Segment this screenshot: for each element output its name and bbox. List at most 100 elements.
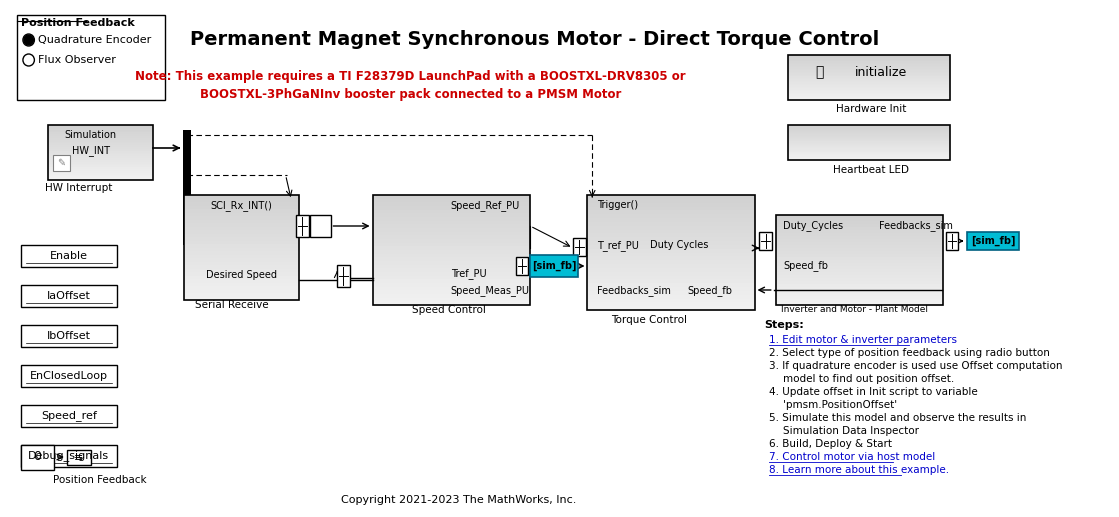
- Text: Duty Cycles: Duty Cycles: [649, 240, 708, 250]
- Bar: [185, 202, 299, 206]
- Text: Permanent Magnet Synchronous Motor - Direct Torque Control: Permanent Magnet Synchronous Motor - Dir…: [190, 30, 880, 49]
- Bar: [185, 240, 299, 245]
- Bar: [185, 262, 299, 266]
- Bar: [587, 276, 754, 280]
- Text: Torque Control: Torque Control: [611, 315, 687, 325]
- Bar: [185, 195, 299, 300]
- Bar: [587, 225, 754, 230]
- Bar: [587, 271, 754, 276]
- FancyBboxPatch shape: [946, 232, 958, 250]
- Text: Position Feedback: Position Feedback: [53, 475, 147, 485]
- Bar: [775, 239, 943, 242]
- Bar: [48, 176, 153, 179]
- Text: Hardware Init: Hardware Init: [836, 104, 906, 114]
- Text: Speed_fb: Speed_fb: [688, 285, 733, 296]
- Bar: [185, 199, 299, 203]
- Bar: [788, 88, 950, 90]
- Bar: [373, 257, 530, 262]
- Text: [sim_fb]: [sim_fb]: [971, 236, 1016, 246]
- Bar: [587, 195, 754, 310]
- Text: Duty_Cycles: Duty_Cycles: [783, 220, 844, 231]
- Bar: [788, 154, 950, 156]
- Bar: [373, 195, 530, 199]
- Bar: [373, 210, 530, 214]
- Bar: [587, 264, 754, 268]
- Bar: [788, 125, 950, 127]
- FancyBboxPatch shape: [21, 285, 116, 307]
- Text: 6. Build, Deploy & Start: 6. Build, Deploy & Start: [769, 439, 892, 449]
- Bar: [775, 260, 943, 264]
- Bar: [775, 284, 943, 287]
- Text: Heartbeat LED: Heartbeat LED: [834, 165, 909, 175]
- Bar: [48, 171, 153, 173]
- Bar: [788, 82, 950, 84]
- Bar: [48, 145, 153, 147]
- Bar: [48, 138, 153, 140]
- FancyBboxPatch shape: [516, 257, 528, 275]
- Bar: [788, 133, 950, 135]
- Bar: [373, 279, 530, 283]
- Bar: [788, 131, 950, 132]
- Text: Quadrature Encoder: Quadrature Encoder: [38, 35, 151, 45]
- Text: Inverter and Motor - Plant Model: Inverter and Motor - Plant Model: [781, 305, 929, 314]
- Text: Flux Observer: Flux Observer: [38, 55, 116, 65]
- Bar: [775, 236, 943, 239]
- Bar: [185, 272, 299, 276]
- Bar: [185, 293, 299, 297]
- FancyBboxPatch shape: [760, 232, 772, 250]
- Text: 0: 0: [34, 450, 41, 464]
- Text: Debug_signals: Debug_signals: [28, 450, 110, 462]
- FancyBboxPatch shape: [530, 255, 577, 277]
- Bar: [373, 235, 530, 239]
- Bar: [185, 223, 299, 227]
- Bar: [788, 76, 950, 78]
- Text: IbOffset: IbOffset: [47, 331, 91, 341]
- Bar: [788, 136, 950, 139]
- Bar: [587, 298, 754, 303]
- Bar: [775, 230, 943, 234]
- Circle shape: [23, 35, 34, 45]
- Bar: [788, 145, 950, 146]
- Bar: [48, 132, 153, 134]
- Bar: [788, 79, 950, 81]
- Text: 8. Learn more about this example.: 8. Learn more about this example.: [769, 465, 949, 475]
- Bar: [788, 94, 950, 96]
- Bar: [587, 295, 754, 299]
- Text: Trigger(): Trigger(): [598, 200, 638, 210]
- Bar: [185, 195, 299, 199]
- Bar: [775, 254, 943, 257]
- Bar: [775, 302, 943, 306]
- Bar: [788, 58, 950, 60]
- Bar: [775, 266, 943, 269]
- Bar: [185, 286, 299, 290]
- Bar: [373, 221, 530, 225]
- Bar: [775, 227, 943, 231]
- FancyBboxPatch shape: [573, 238, 585, 256]
- FancyBboxPatch shape: [21, 365, 116, 387]
- Bar: [373, 265, 530, 269]
- Bar: [788, 129, 950, 130]
- Bar: [775, 245, 943, 249]
- Bar: [788, 64, 950, 66]
- Bar: [788, 97, 950, 99]
- Bar: [775, 299, 943, 302]
- FancyBboxPatch shape: [21, 445, 116, 467]
- Bar: [587, 283, 754, 287]
- Bar: [775, 290, 943, 294]
- Bar: [48, 167, 153, 170]
- Bar: [48, 147, 153, 149]
- Bar: [587, 245, 754, 249]
- Text: 1. Edit motor & inverter parameters: 1. Edit motor & inverter parameters: [769, 335, 957, 345]
- Text: Speed_Ref_PU: Speed_Ref_PU: [451, 200, 520, 211]
- Bar: [185, 265, 299, 269]
- Bar: [185, 230, 299, 234]
- Bar: [788, 67, 950, 69]
- Bar: [788, 138, 950, 140]
- FancyBboxPatch shape: [184, 130, 191, 245]
- Bar: [185, 209, 299, 213]
- Bar: [788, 147, 950, 149]
- Bar: [587, 203, 754, 207]
- Bar: [48, 175, 153, 177]
- Bar: [788, 150, 950, 153]
- Bar: [373, 272, 530, 276]
